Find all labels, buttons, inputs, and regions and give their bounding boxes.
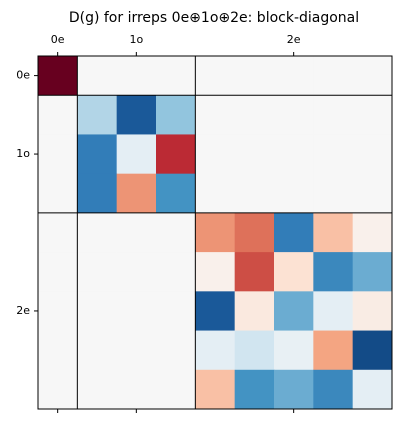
heatmap-cell <box>274 134 314 175</box>
heatmap-cell <box>116 173 157 214</box>
heatmap-cell <box>116 291 157 332</box>
heatmap-cell <box>156 330 196 371</box>
heatmap-cell <box>274 330 314 371</box>
heatmap-cell <box>116 134 157 175</box>
heatmap-cell <box>274 252 314 292</box>
heatmap-cell <box>195 212 236 253</box>
x-tick-label: 2e <box>287 33 301 46</box>
heatmap-cell <box>195 134 236 175</box>
heatmap-cell <box>313 212 354 253</box>
heatmap-cell <box>234 330 275 371</box>
heatmap-cell <box>274 173 314 214</box>
heatmap-cell <box>38 212 78 253</box>
heatmap-cell <box>234 291 275 332</box>
heatmap-cell <box>274 369 314 410</box>
heatmap-cell <box>38 56 78 96</box>
heatmap-cell <box>195 173 236 214</box>
heatmap-cell <box>156 173 196 214</box>
heatmap-cell <box>156 291 196 332</box>
heatmap-cell <box>234 134 275 175</box>
heatmap-cell <box>77 95 118 135</box>
heatmap-cell <box>274 95 314 135</box>
heatmap-cell <box>352 173 393 214</box>
heatmap-cell <box>77 291 118 332</box>
heatmap-cell <box>195 56 236 96</box>
x-tick-label: 0e <box>51 33 65 46</box>
heatmap-cell <box>156 56 196 96</box>
heatmap-cell <box>195 291 236 332</box>
heatmap-cell <box>156 212 196 253</box>
heatmap-cell <box>116 330 157 371</box>
heatmap-cell <box>77 56 118 96</box>
heatmap-cell <box>274 212 314 253</box>
heatmap-cell <box>77 369 118 410</box>
heatmap-cell <box>313 369 354 410</box>
heatmap-cell <box>195 330 236 371</box>
heatmap-cell <box>156 252 196 292</box>
heatmap-cell <box>234 212 275 253</box>
heatmap-cell <box>77 212 118 253</box>
heatmap-cell <box>38 95 78 135</box>
heatmap-cell <box>38 291 78 332</box>
chart-title: D(g) for irreps 0e⊕1o⊕2e: block-diagonal <box>69 10 359 26</box>
heatmap-cell <box>313 95 354 135</box>
heatmap-cell <box>234 95 275 135</box>
heatmap-cell <box>313 56 354 96</box>
heatmap-cell <box>313 252 354 292</box>
heatmap-cell <box>234 173 275 214</box>
heatmap-cell <box>116 369 157 410</box>
heatmap-cell <box>195 252 236 292</box>
heatmap-cell <box>313 134 354 175</box>
heatmap-cell <box>313 330 354 371</box>
heatmap-cell <box>77 252 118 292</box>
heatmap-cell <box>352 252 393 292</box>
x-tick-label: 1o <box>129 33 143 46</box>
heatmap-cell <box>38 134 78 175</box>
heatmap-cell <box>352 212 393 253</box>
y-tick-label: 2e <box>16 304 30 317</box>
heatmap-cell <box>195 95 236 135</box>
heatmap-cell <box>116 212 157 253</box>
heatmap-cell <box>77 173 118 214</box>
plot-frame <box>37 55 393 410</box>
heatmap-cell <box>156 369 196 410</box>
heatmap-cell <box>116 56 157 96</box>
heatmap-cell <box>352 95 393 135</box>
heatmap-cell <box>352 369 393 410</box>
heatmap-cell <box>77 134 118 175</box>
heatmap-cell <box>234 369 275 410</box>
heatmap-cell <box>313 173 354 214</box>
heatmap-cell <box>234 56 275 96</box>
y-tick-label: 1o <box>16 147 30 160</box>
heatmap-cell <box>352 330 393 371</box>
y-tick-label: 0e <box>16 69 30 82</box>
heatmap-cell <box>38 173 78 214</box>
heatmap-cell <box>38 369 78 410</box>
heatmap-cell <box>38 252 78 292</box>
heatmap-cell <box>116 252 157 292</box>
heatmap-cell <box>156 95 196 135</box>
heatmap-cell <box>38 330 78 371</box>
heatmap-cell <box>77 330 118 371</box>
heatmap-cell <box>274 291 314 332</box>
heatmap-cell <box>352 134 393 175</box>
heatmap-cell <box>234 252 275 292</box>
heatmap-cell <box>156 134 196 175</box>
heatmap-cell <box>195 369 236 410</box>
heatmap-cell <box>313 291 354 332</box>
heatmap-cell <box>274 56 314 96</box>
heatmap-cell <box>352 56 393 96</box>
heatmap-cell <box>116 95 157 135</box>
heatmap-cell <box>352 291 393 332</box>
